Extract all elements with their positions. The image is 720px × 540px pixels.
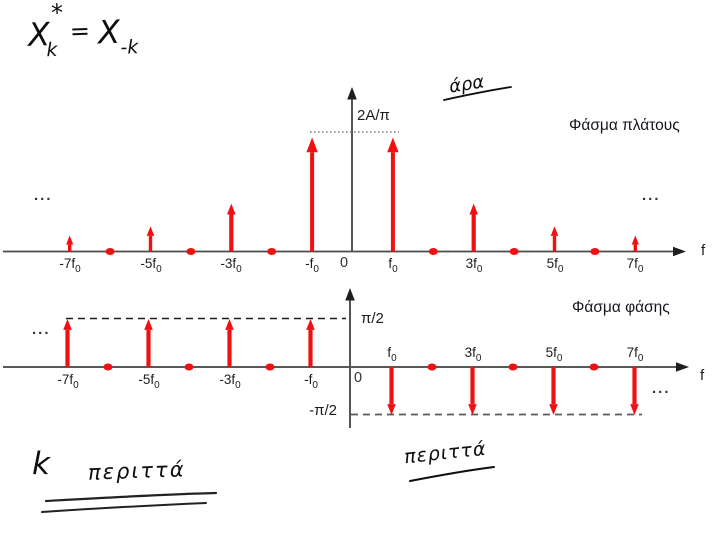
top-origin-label: 0: [340, 255, 349, 271]
tick-label: 3f0: [465, 256, 483, 275]
top-left-ellipsis: ...: [34, 187, 53, 204]
phase-spectrum-title: Φάσμα φάσης: [572, 299, 670, 316]
stem-arrowhead-icon: [146, 226, 155, 236]
bottom-left-ellipsis: ...: [32, 321, 51, 338]
stem-arrowhead-icon: [66, 235, 74, 245]
bottom-x-axis-label: f: [700, 367, 705, 384]
stem-arrowhead-icon: [631, 235, 639, 245]
formula-lhs-scripts: * k: [46, 0, 67, 62]
zero-dot: [103, 363, 113, 371]
tick-label: f0: [388, 256, 398, 275]
tick-label: 7f0: [626, 345, 644, 364]
stem-arrowhead-icon: [630, 404, 639, 415]
tick-label: -f0: [305, 256, 319, 275]
tick-label: -3f0: [220, 256, 242, 275]
formula-equals: =: [69, 16, 91, 46]
stem-arrowhead-icon: [225, 319, 234, 330]
k-odd-underline-stroke-2: [41, 502, 207, 513]
zero-dot: [265, 363, 275, 371]
top-y-axis-arrowhead-icon: [347, 87, 357, 100]
conjugate-symmetry-formula: X * k = X-k: [27, 0, 139, 62]
zero-dot: [427, 363, 437, 371]
bottom-origin-label: 0: [354, 370, 363, 386]
ara-underline-stroke: [443, 86, 512, 101]
tick-label: -5f0: [140, 256, 162, 275]
bottom-right-ellipsis: ...: [652, 380, 671, 397]
tick-label: -5f0: [138, 372, 160, 391]
k-odd-underline-stroke-1: [44, 491, 218, 503]
stem-arrowhead-icon: [144, 319, 153, 330]
stem-arrowhead-icon: [306, 137, 318, 153]
bottom-y-axis-arrowhead-icon: [345, 288, 355, 301]
peak-value-label: 2A/π: [357, 107, 390, 124]
tick-label: -7f0: [59, 256, 81, 275]
amplitude-spectrum-title: Φάσμα πλάτους: [569, 117, 680, 134]
zero-dot: [184, 363, 194, 371]
stem-arrowhead-icon: [549, 404, 558, 415]
stem-arrowhead-icon: [469, 203, 478, 215]
tick-label: -7f0: [57, 372, 79, 391]
formula-rhs-subscript: -k: [120, 36, 139, 59]
stem-arrowhead-icon: [550, 226, 559, 236]
top-x-axis-label: f: [701, 242, 706, 259]
formula-rhs-base: X: [97, 12, 121, 52]
zero-dot: [508, 363, 518, 371]
top-right-ellipsis: ...: [642, 187, 661, 204]
zero-dot: [428, 248, 438, 255]
k-odd-annotation-word: περιττά: [87, 457, 186, 485]
pos-phase-level-label: π/2: [361, 310, 384, 327]
odd-center-underline-stroke: [409, 466, 495, 482]
formula-conjugate-star: *: [50, 0, 64, 28]
k-odd-annotation-k: k: [32, 446, 50, 482]
zero-dot: [267, 248, 277, 255]
tick-label: -f0: [304, 372, 318, 391]
zero-dot: [590, 248, 600, 255]
zero-dot: [509, 248, 519, 255]
tick-label: f0: [387, 345, 397, 364]
top-x-axis-arrowhead-icon: [673, 246, 686, 257]
stem-arrowhead-icon: [63, 319, 72, 330]
tick-label: 5f0: [546, 256, 564, 275]
zero-dot: [186, 248, 196, 255]
formula-lhs-subscript: k: [46, 38, 58, 62]
tick-label: 7f0: [626, 256, 644, 275]
stem-arrowhead-icon: [306, 319, 315, 330]
stem-arrowhead-icon: [468, 404, 477, 415]
neg-phase-level-label: -π/2: [309, 402, 337, 419]
stem-arrowhead-icon: [227, 203, 236, 215]
stem-arrowhead-icon: [387, 404, 396, 415]
tick-label: 3f0: [464, 345, 482, 364]
tick-label: -3f0: [219, 372, 241, 391]
bottom-x-axis-arrowhead-icon: [676, 362, 689, 372]
zero-dot: [589, 363, 599, 371]
tick-label: 5f0: [545, 345, 563, 364]
zero-dot: [105, 248, 115, 255]
stem-arrowhead-icon: [387, 137, 399, 153]
